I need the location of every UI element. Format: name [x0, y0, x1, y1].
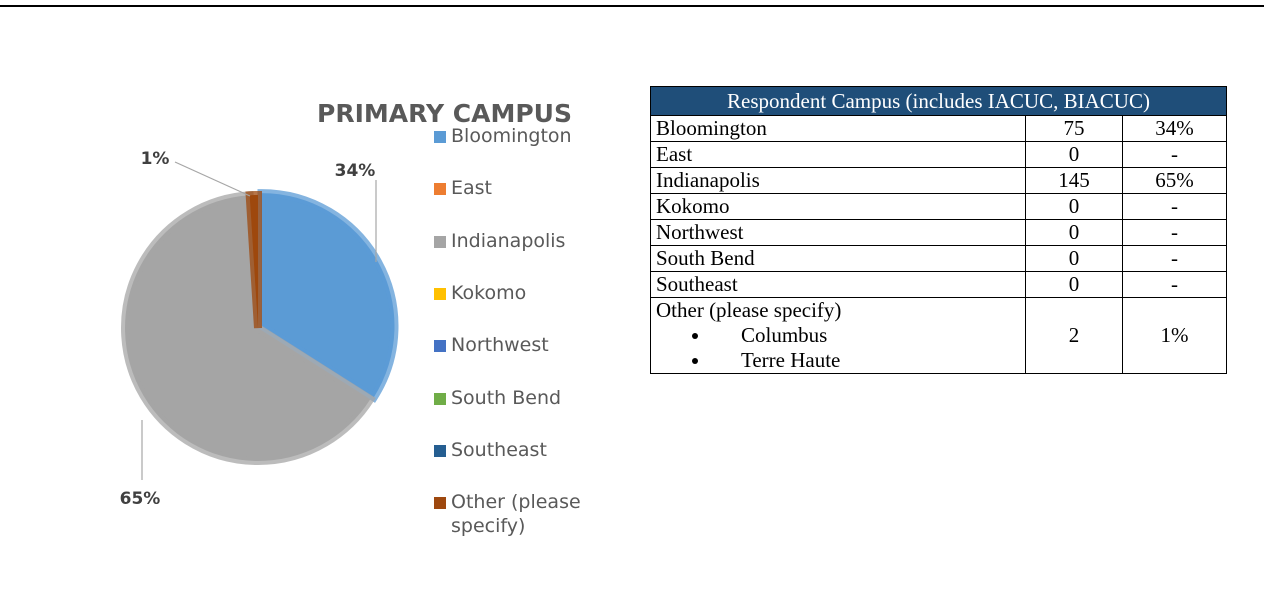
legend-label: East: [451, 177, 492, 200]
legend-label: Southeast: [451, 438, 547, 461]
data-label: 34%: [335, 161, 376, 181]
legend-label: Indianapolis: [451, 229, 566, 252]
table-row: East 0-: [650, 141, 1227, 168]
other-list: ColumbusTerre Haute: [656, 323, 1020, 373]
legend-item: Southeast: [434, 438, 594, 462]
legend-label: Bloomington: [451, 125, 572, 147]
legend-label: Other (please specify): [451, 491, 581, 538]
table-cell: 65%: [1122, 167, 1227, 194]
table-cell: Other (please specify)ColumbusTerre Haut…: [650, 297, 1026, 374]
pie-chart: PRIMARY CAMPUS 34% 65% 1%: [120, 99, 572, 509]
table-header: Respondent Campus (includes IACUC, BIACU…: [650, 86, 1227, 116]
chart-title: PRIMARY CAMPUS: [317, 99, 572, 128]
table-row: Indianapolis 145 65%: [650, 167, 1227, 194]
other-item: Columbus: [711, 323, 1020, 348]
table-cell: 1%: [1122, 297, 1227, 374]
table-row: Other (please specify)ColumbusTerre Haut…: [650, 297, 1227, 374]
table-cell: 75: [1025, 115, 1123, 142]
table-row: Bloomington 75 34%: [650, 115, 1227, 142]
table-cell: 0: [1025, 193, 1123, 220]
table-row: South Bend 0-: [650, 245, 1227, 272]
legend-swatch: [434, 183, 446, 196]
table-cell: Southeast: [650, 271, 1026, 298]
legend-swatch: [434, 340, 446, 353]
legend-item: Indianapolis: [434, 229, 594, 253]
table-cell: -: [1122, 193, 1227, 220]
table-row: Southeast 0-: [650, 271, 1227, 298]
legend-item: Bloomington: [434, 124, 594, 148]
other-item: Terre Haute: [711, 348, 1020, 373]
legend-swatch: [434, 287, 446, 300]
table-cell: -: [1122, 271, 1227, 298]
legend-swatch: [434, 444, 446, 457]
table-cell: 34%: [1122, 115, 1227, 142]
table-cell: Bloomington: [650, 115, 1026, 142]
other-label: Other (please specify): [656, 298, 842, 322]
table-row: Northwest 0-: [650, 219, 1227, 246]
legend-item: Northwest: [434, 333, 594, 357]
top-rule: [0, 5, 1264, 7]
table-cell: -: [1122, 245, 1227, 272]
legend-label: Kokomo: [451, 281, 527, 304]
table-cell: -: [1122, 141, 1227, 168]
table-cell: Kokomo: [650, 193, 1026, 220]
table-cell: -: [1122, 219, 1227, 246]
legend-swatch: [434, 131, 446, 143]
table-cell: 0: [1025, 245, 1123, 272]
legend-swatch: [434, 497, 446, 510]
table-cell: Northwest: [650, 219, 1026, 246]
legend-swatch: [434, 392, 446, 405]
table-row: Kokomo 0-: [650, 193, 1227, 220]
pie-slice: [121, 191, 376, 465]
table-cell: 0: [1025, 271, 1123, 298]
table-cell: 0: [1025, 219, 1123, 246]
leader-line: [174, 161, 251, 197]
table-cell: 2: [1025, 297, 1123, 374]
legend-label: Northwest: [451, 334, 549, 357]
pie-slice: [257, 189, 399, 403]
table-cell: 0: [1025, 141, 1123, 168]
campus-table: Respondent Campus (includes IACUC, BIACU…: [650, 86, 1227, 374]
legend-item: South Bend: [434, 386, 594, 410]
legend-item: Kokomo: [434, 281, 594, 305]
table-cell: Indianapolis: [650, 167, 1026, 194]
data-label: 1%: [141, 149, 170, 169]
data-label: 65%: [120, 489, 161, 509]
table-cell: South Bend: [650, 245, 1026, 272]
legend-item: Other (please specify): [434, 490, 594, 538]
legend-label: South Bend: [451, 386, 562, 409]
table-cell: East: [650, 141, 1026, 168]
legend-item: East: [434, 176, 594, 200]
legend-swatch: [434, 235, 446, 248]
table-cell: 145: [1025, 167, 1123, 194]
